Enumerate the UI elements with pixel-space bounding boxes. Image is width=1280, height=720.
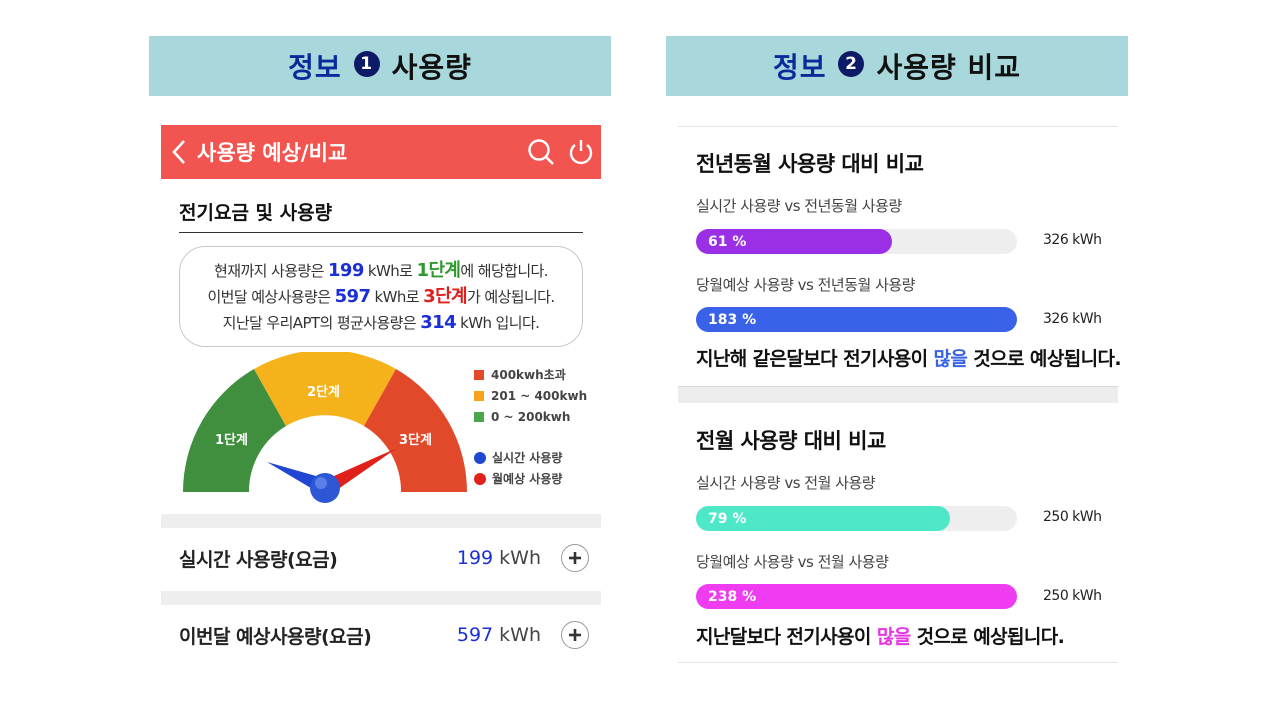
gauge-legend: 400kwh초과 201 ~ 400kwh 0 ~ 200kwh 실시간 사용량… [474, 364, 587, 489]
banner-info-compare: 정보 2 사용량 비교 [666, 36, 1128, 96]
legend-item: 400kwh초과 [474, 364, 587, 385]
legend-marker: 실시간 사용량 [474, 447, 587, 468]
usage-info-box: 현재까지 사용량은 199 kWh로 1단계에 해당합니다. 이번달 예상사용량… [179, 246, 583, 347]
plus-icon [569, 552, 581, 564]
search-button[interactable] [521, 125, 561, 179]
legend-swatch [474, 411, 484, 422]
gauge-label-tier2: 2단계 [307, 384, 340, 400]
compare-year-bar2-fill: 183 % [696, 307, 1017, 332]
compare-month-bar2-kwh: 250 kWh [1043, 588, 1102, 604]
gauge-label-tier3: 3단계 [399, 432, 432, 448]
compare-year-message: 지난해 같은달보다 전기사용이 많을 것으로 예상됩니다. [696, 348, 1122, 370]
gauge-tier1-segment [183, 369, 286, 492]
app-header: 사용량 예상/비교 [161, 125, 601, 179]
banner-number-badge: 2 [838, 51, 865, 77]
compare-month-title: 전월 사용량 대비 비교 [696, 429, 886, 453]
usage-row-realtime: 실시간 사용량(요금) 199 kWh [179, 538, 589, 578]
legend-dot [474, 472, 486, 485]
legend-dot [474, 451, 486, 464]
current-usage-value: 199 [327, 259, 364, 281]
power-button[interactable] [561, 125, 601, 179]
plus-icon [569, 629, 581, 641]
legend-swatch [474, 369, 484, 380]
forecast-tier: 3단계 [423, 285, 467, 307]
compare-month-message: 지난달보다 전기사용이 많을 것으로 예상됩니다. [696, 626, 1065, 648]
compare-month-bar1-kwh: 250 kWh [1043, 509, 1102, 525]
compare-year-bar2-label: 당월예상 사용량 vs 전년동월 사용량 [696, 276, 915, 294]
expand-realtime-button[interactable] [561, 544, 589, 572]
forecast-usage-value: 597 [456, 624, 494, 646]
compare-year-highlight: 많을 [933, 348, 968, 370]
compare-month-bar1-fill: 79 % [696, 506, 950, 531]
section-separator [161, 514, 601, 528]
panel-top-line [678, 126, 1118, 127]
info-line-current: 현재까지 사용량은 199 kWh로 1단계에 해당합니다. [214, 259, 548, 281]
legend-swatch [474, 390, 484, 401]
realtime-needle [267, 462, 323, 494]
current-tier: 1단계 [416, 259, 461, 281]
apt-average-value: 314 [420, 311, 456, 333]
compare-month-highlight: 많을 [876, 626, 911, 648]
back-button[interactable] [161, 125, 197, 179]
compare-year-bar1-fill: 61 % [696, 229, 892, 254]
compare-year-title: 전년동월 사용량 대비 비교 [696, 152, 924, 176]
search-icon [528, 139, 554, 165]
compare-month-bar2-fill: 238 % [696, 584, 1017, 609]
panel-bottom-line [678, 662, 1118, 663]
chevron-left-icon [172, 140, 185, 164]
legend-marker: 월예상 사용량 [474, 468, 587, 489]
usage-gauge: 1단계 2단계 3단계 [175, 349, 475, 512]
section-separator [161, 591, 601, 605]
info-line-apt-average: 지난달 우리APT의 평균사용량은 314 kWh 입니다. [222, 311, 540, 333]
forecast-needle [325, 448, 397, 494]
banner-prefix: 정보 [288, 51, 342, 84]
compare-year-bar2-kwh: 326 kWh [1043, 311, 1102, 327]
legend-item: 201 ~ 400kwh [474, 385, 587, 406]
realtime-usage-value: 199 [456, 547, 494, 569]
gauge-tier3-segment [364, 369, 467, 492]
compare-year-bar2-track: 183 % [696, 307, 1017, 332]
section-divider [179, 232, 583, 233]
legend-item: 0 ~ 200kwh [474, 406, 587, 427]
app-header-title: 사용량 예상/비교 [197, 141, 348, 165]
compare-year-bar1-kwh: 326 kWh [1043, 232, 1102, 248]
usage-row-forecast: 이번달 예상사용량(요금) 597 kWh [179, 615, 589, 655]
compare-year-bar1-track: 61 % [696, 229, 1017, 254]
compare-year-bar1-label: 실시간 사용량 vs 전년동월 사용량 [696, 197, 902, 215]
banner-info-usage: 정보 1 사용량 [149, 36, 611, 96]
forecast-usage-value: 597 [334, 285, 371, 307]
power-icon [569, 140, 593, 165]
compare-month-bar1-label: 실시간 사용량 vs 전월 사용량 [696, 474, 876, 492]
banner-text: 사용량 비교 [876, 51, 1022, 84]
section-separator [678, 386, 1118, 403]
section-title: 전기요금 및 사용량 [179, 202, 333, 224]
compare-month-bar2-label: 당월예상 사용량 vs 전월 사용량 [696, 553, 889, 571]
gauge-tier2-segment [254, 349, 396, 426]
expand-forecast-button[interactable] [561, 621, 589, 649]
compare-month-bar1-track: 79 % [696, 506, 1017, 531]
gauge-label-tier1: 1단계 [215, 432, 248, 448]
banner-prefix: 정보 [772, 51, 827, 84]
compare-month-bar2-track: 238 % [696, 584, 1017, 609]
banner-text: 사용량 [391, 51, 472, 84]
gauge-hub [310, 473, 340, 503]
gauge-hub-highlight [315, 477, 327, 489]
banner-number-badge: 1 [353, 51, 380, 77]
info-line-forecast: 이번달 예상사용량은 597 kWh로 3단계가 예상됩니다. [207, 285, 555, 307]
